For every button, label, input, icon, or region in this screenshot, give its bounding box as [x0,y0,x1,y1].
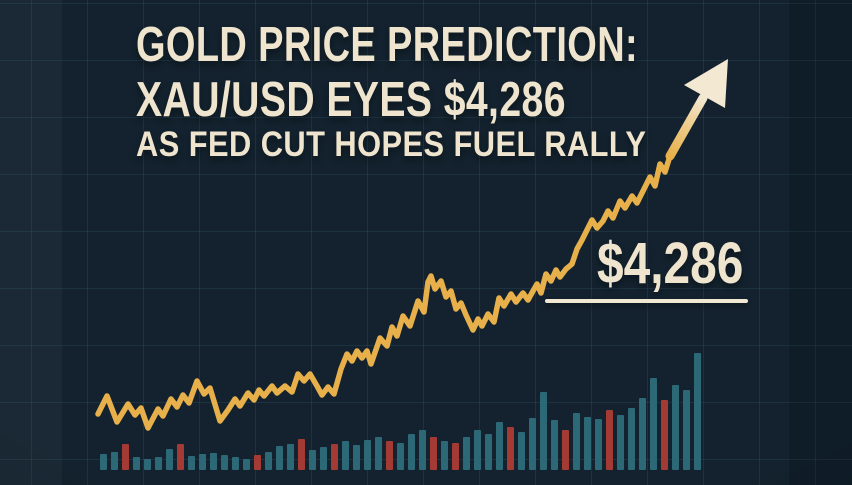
volume-bar [111,452,118,470]
volume-bar [463,437,470,470]
volume-bar [452,443,459,470]
volume-bar [573,413,580,470]
volume-bar [419,430,426,470]
volume-bar [375,437,382,470]
volume-bar [529,418,536,470]
volume-bar [144,459,151,470]
volume-bar [661,400,668,470]
volume-bar [298,439,305,470]
title-line-3: AS FED CUT HOPES FUEL RALLY [136,125,647,164]
volume-bar [496,422,503,470]
volume-bar [441,441,448,470]
volume-bar [177,444,184,470]
volume-bar [287,444,294,470]
volume-bar [364,440,371,470]
volume-bar [551,420,558,470]
volume-bar [606,410,613,470]
volume-bar [100,454,107,470]
volume-bar [210,453,217,470]
volume-bar [474,430,481,470]
volume-bar [199,454,206,470]
volume-bar [276,446,283,470]
volume-bar [353,445,360,470]
volume-bar [694,353,701,470]
volume-bar [133,457,140,470]
volume-bar [672,385,679,470]
volume-bar [683,390,690,470]
up-right-arrow-icon [684,59,728,108]
volume-bar [221,455,228,470]
volume-bar [562,430,569,470]
volume-bar [628,408,635,470]
volume-bar [430,437,437,470]
arrow-shaft [665,93,708,161]
volume-bar [166,449,173,470]
price-target-label: $4,286 [597,231,744,296]
volume-bar [320,447,327,470]
volume-bar [595,419,602,470]
volume-bar [254,455,261,470]
volume-bar [485,434,492,470]
volume-bar [342,441,349,470]
volume-bar [386,441,393,470]
title-line-2: XAU/USD EYES $4,286 [136,73,566,127]
volume-bar [540,392,547,470]
left-edge-shade [0,0,62,485]
volume-bar [650,378,657,470]
volume-bar [617,415,624,470]
volume-bar [639,398,646,470]
volume-bar [265,452,272,470]
volume-bar [243,459,250,470]
volume-bar [188,456,195,470]
volume-bar [408,434,415,470]
volume-bar [155,457,162,470]
volume-bar [122,444,129,470]
volume-bars [100,353,701,470]
volume-bar [232,457,239,470]
volume-bar [397,443,404,470]
right-edge-shade [789,0,852,485]
volume-bar [518,432,525,470]
trend-arrow [665,59,728,161]
volume-bar [331,444,338,470]
volume-bar [309,450,316,470]
volume-bar [584,417,591,470]
price-line [95,153,673,431]
price-target-underline [545,299,748,303]
title-line-1: GOLD PRICE PREDICTION: [136,18,639,72]
volume-bar [507,427,514,470]
